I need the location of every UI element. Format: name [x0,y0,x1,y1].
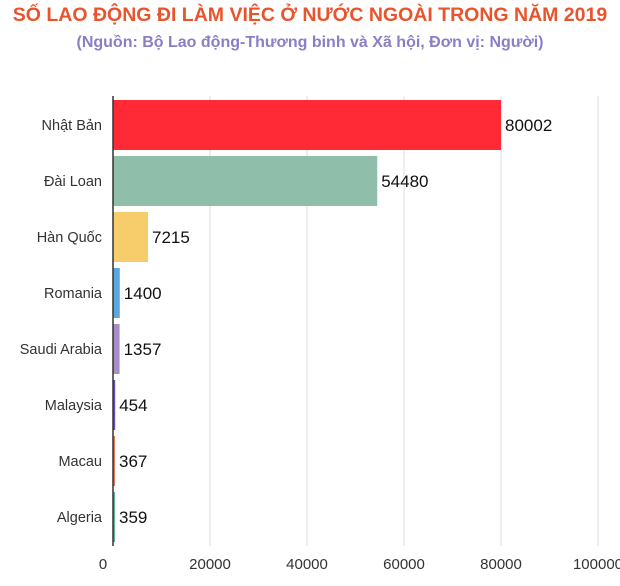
bar-3 [113,268,120,318]
x-tick-label-2: 40000 [286,556,328,573]
value-label-2: 7215 [152,228,190,247]
value-label-0: 80002 [505,116,552,135]
x-tick-label-1: 20000 [189,556,231,573]
bar-1 [113,156,378,206]
x-tick-label-4: 80000 [480,556,522,573]
category-label-2: Hàn Quốc [37,230,102,246]
bar-4 [113,324,120,374]
category-label-7: Algeria [57,510,103,526]
bar-6 [113,436,115,486]
chart-subtitle: (Nguồn: Bộ Lao động-Thương binh và Xã hộ… [76,34,544,51]
x-tick-label-3: 60000 [383,556,425,573]
value-label-4: 1357 [124,340,162,359]
value-label-5: 454 [119,396,147,415]
bar-7 [113,492,115,542]
category-label-4: Saudi Arabia [20,342,103,358]
bar-0 [113,100,502,150]
category-label-6: Macau [58,454,102,470]
category-label-3: Romania [44,286,103,302]
chart-title: SỐ LAO ĐỘNG ĐI LÀM VIỆC Ở NƯỚC NGOÀI TRO… [12,4,608,26]
value-label-3: 1400 [124,284,162,303]
value-label-6: 367 [119,452,147,471]
category-label-1: Đài Loan [44,174,102,190]
category-label-0: Nhật Bản [42,118,102,134]
bar-5 [113,380,116,430]
bar-2 [113,212,148,262]
value-label-1: 54480 [381,172,428,191]
value-label-7: 359 [119,508,147,527]
category-label-5: Malaysia [45,398,103,414]
x-tick-label-5: 100000 [573,556,620,573]
x-tick-label-0: 0 [99,556,107,573]
